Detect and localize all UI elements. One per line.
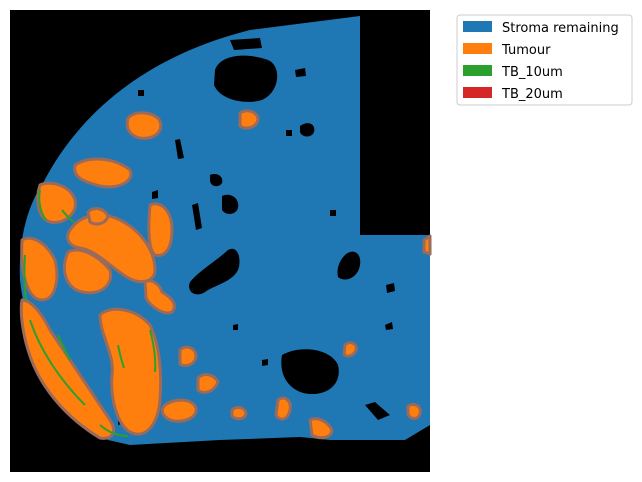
legend-frame bbox=[456, 14, 633, 106]
tb10-fringes bbox=[23, 189, 157, 437]
legend-swatch-tumour bbox=[463, 43, 492, 54]
tissue-map bbox=[10, 10, 432, 472]
tumour-regions bbox=[19, 109, 432, 440]
legend-label-tumour: Tumour bbox=[501, 43, 551, 58]
legend-swatch-stroma bbox=[463, 21, 492, 32]
legend-label-stroma: Stroma remaining bbox=[502, 21, 619, 36]
legend-swatch-tb10 bbox=[463, 65, 492, 76]
legend: Stroma remaining Tumour TB_10um TB_20um bbox=[456, 14, 633, 106]
legend-label-tb10: TB_10um bbox=[501, 65, 563, 80]
legend-swatch-tb20 bbox=[463, 87, 492, 98]
legend-label-tb20: TB_20um bbox=[501, 87, 563, 102]
